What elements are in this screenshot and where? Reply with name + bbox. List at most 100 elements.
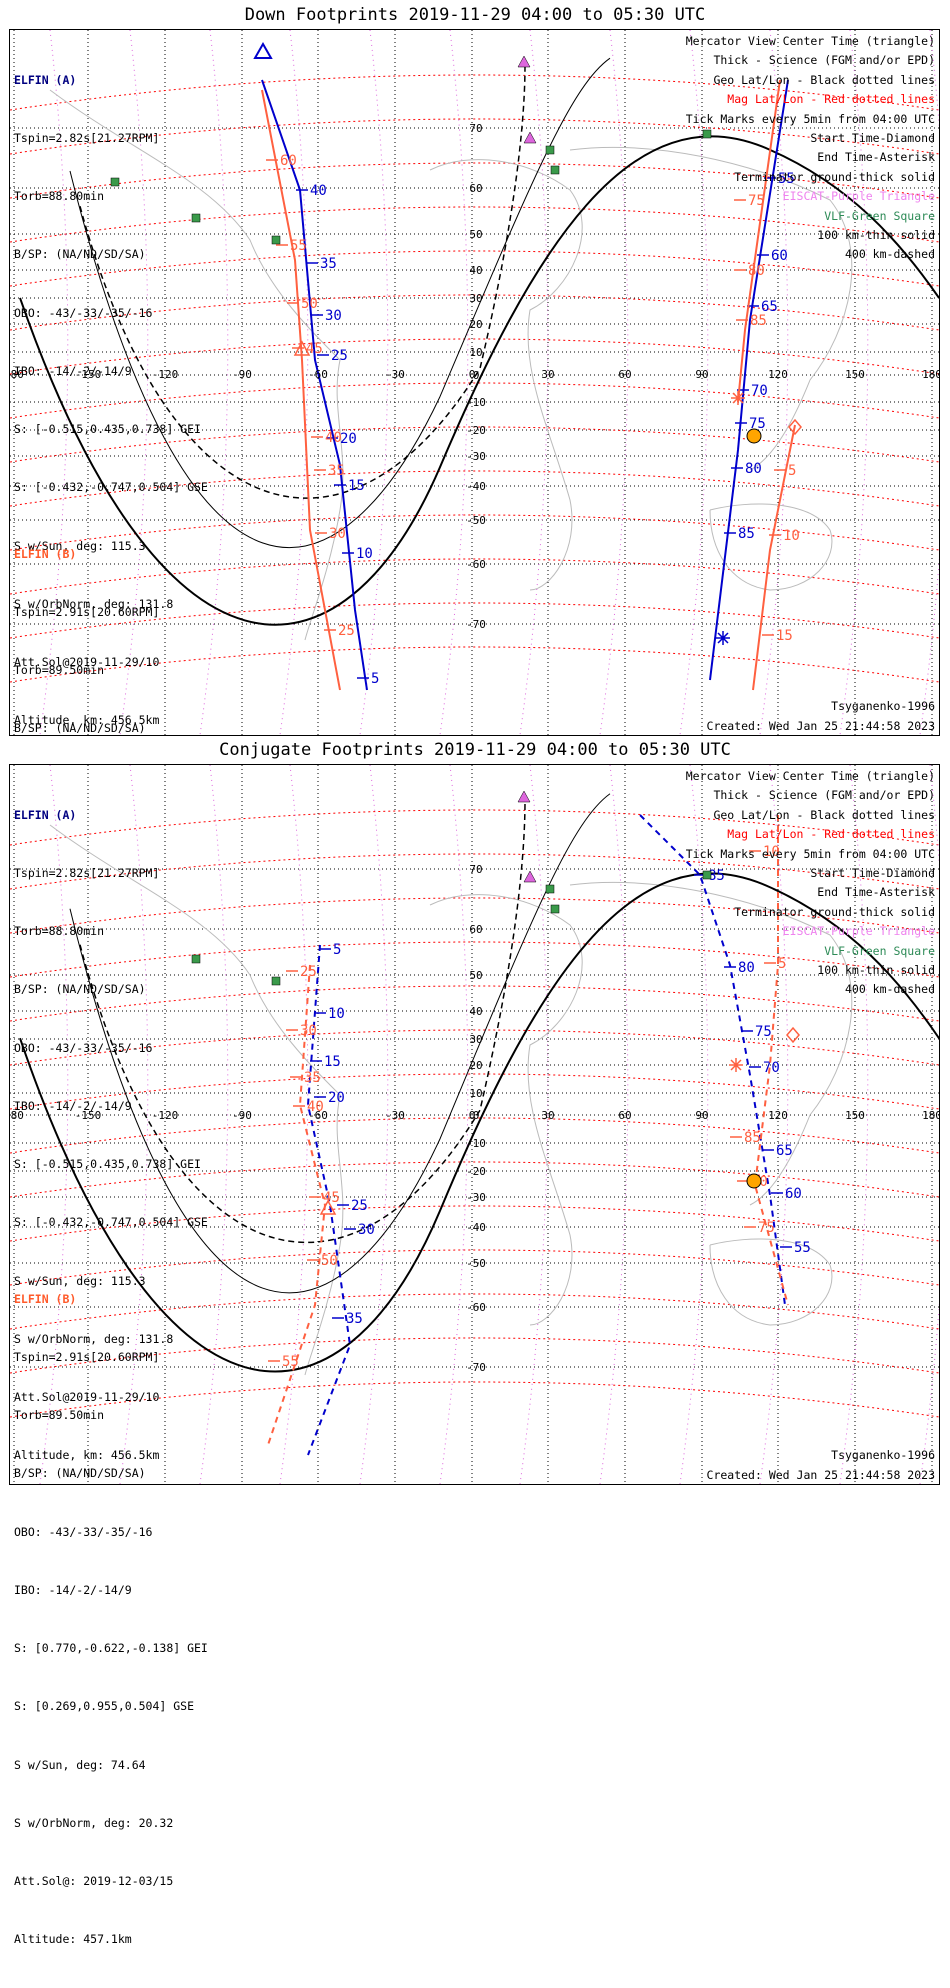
elfin-a-line: B/SP: (NA/ND/SD/SA): [14, 247, 146, 262]
vlf-square-icon: [550, 165, 560, 175]
elfin-a-info-down: ELFIN (A) Tspin=2.82s[21.27RPM] Torb=88.…: [14, 32, 208, 769]
map-canvas-conjugate: 5101520253035858075706560552530354045505…: [10, 765, 939, 1484]
legend-item: 400 km-dashed: [844, 247, 935, 262]
lat-tick-label: -10: [466, 1137, 486, 1150]
elfin-a-line: S w/Sun, deg: 115.3: [14, 1273, 146, 1288]
mag-lon-line: [439, 30, 469, 735]
elfin-a-track-tick-label: 10: [356, 546, 373, 562]
center-time-triangle-icon: [319, 1199, 337, 1215]
lon-tick-label: -30: [385, 1109, 405, 1122]
lat-tick-label: 50: [469, 969, 482, 982]
lat-tick-label: -40: [466, 480, 486, 493]
mag-lat-line: [10, 1337, 939, 1374]
elfin-a-track: [306, 944, 352, 1456]
lat-tick-label: 60: [469, 923, 482, 936]
lat-tick-label: -50: [466, 1257, 486, 1270]
elfin-a-track-tick-label: 30: [325, 308, 342, 324]
coastline: [569, 881, 853, 1206]
elfin-a-line: IBO: -14/-2/-14/9: [14, 1098, 132, 1113]
mag-lon-line: [519, 765, 549, 1484]
elfin-b-track-tick-label: 75: [748, 193, 765, 209]
legend-item: End Time-Asterisk: [817, 150, 935, 165]
elfin-a-line: S: [-0.432,-0.747,0.504] GSE: [14, 480, 208, 495]
lon-tick-label: -90: [232, 368, 252, 381]
elfin-a-track-tick-label: 40: [310, 183, 327, 199]
lat-tick-label: 0: [473, 1109, 480, 1122]
lat-tick-label: -30: [466, 1191, 486, 1204]
elfin-a-line: OBO: -43/-33/-35/-16: [14, 1040, 153, 1055]
lon-tick-label: -60: [308, 368, 328, 381]
mag-lat-line: [10, 646, 939, 683]
lon-tick-label: 60: [618, 1109, 631, 1122]
legend-item: Tick Marks every 5min from 04:00 UTC: [685, 846, 935, 861]
mag-lat-line: [10, 1161, 939, 1198]
mag-lon-line: [679, 30, 709, 735]
lon-tick-label: 90: [695, 368, 708, 381]
legend-down: Mercator View Center Time (triangle) Thic…: [686, 32, 935, 265]
end-time-asterisk-icon: [729, 1058, 743, 1072]
lat-tick-label: 10: [469, 1087, 482, 1100]
elfin-b-track-tick-label: 25: [338, 623, 355, 639]
elfin-b-name: ELFIN (B): [14, 1291, 77, 1306]
elfin-b-track-tick-label: 85: [744, 1130, 761, 1146]
elfin-a-track-tick-label: 75: [749, 416, 766, 432]
mag-lon-line: [359, 30, 389, 735]
elfin-a-track-tick-label: 70: [763, 1060, 780, 1076]
elfin-b-track-tick-label: 30: [300, 1023, 317, 1039]
lat-tick-label: 40: [469, 264, 482, 277]
lon-tick-label: -150: [75, 368, 102, 381]
mag-lon-line: [599, 765, 629, 1484]
coastline: [429, 159, 583, 591]
vlf-square-icon: [191, 213, 201, 223]
elfin-a-track-tick-label: 80: [745, 461, 762, 477]
elfin-b-track-tick-label: 5: [788, 463, 796, 479]
vlf-square-icon: [545, 145, 555, 155]
elfin-b-line: B/SP: (NA/ND/SD/SA): [14, 721, 146, 736]
eiscat-triangle-icon: [517, 55, 531, 68]
elfin-a-track-tick-label: 25: [331, 348, 348, 364]
elfin-b-track-tick-label: 50: [321, 1253, 338, 1269]
mag-lat-line: [10, 1293, 939, 1330]
elfin-a-track-tick-label: 35: [346, 1311, 363, 1327]
mag-lon-line: [519, 30, 549, 735]
elfin-a-line: Altitude, km: 456.5km: [14, 713, 160, 728]
legend-conjugate: Mercator View Center Time (triangle) Thic…: [686, 767, 935, 1000]
elfin-b-track-tick-label: 35: [304, 1070, 321, 1086]
vlf-square-icon: [110, 177, 120, 187]
mag-lat-line: [10, 853, 939, 890]
elfin-a-line: S: [-0.515,0.435,0.738] GEI: [14, 1157, 201, 1172]
elfin-a-line: Tspin=2.82s[21.27RPM]: [14, 866, 160, 881]
elfin-a-track-tick-label: 5: [371, 671, 379, 687]
map-canvas-down: 4035302520151055560657075808560555045403…: [10, 30, 939, 735]
elfin-b-track-tick-label: 45: [323, 1190, 340, 1206]
mag-lon-line: [39, 30, 69, 735]
elfin-b-track-tick-label: 55: [282, 1354, 299, 1370]
lat-tick-label: -50: [466, 514, 486, 527]
elfin-b-track-tick-label: 35: [328, 463, 345, 479]
elfin-b-line: OBO: -43/-33/-35/-16: [14, 1524, 153, 1539]
vlf-square-icon: [271, 235, 281, 245]
elfin-a-line: Torb=88.80min: [14, 189, 105, 204]
legend-item: Mercator View Center Time (triangle): [685, 769, 935, 783]
legend-item: Mag Lat/Lon - Red dotted lines: [727, 92, 935, 107]
elfin-b-line: Torb=89.50min: [14, 1408, 105, 1423]
lat-tick-label: 0: [473, 369, 480, 382]
elfin-a-track-tick-label: 65: [761, 299, 778, 315]
legend-item: 100 km-thin solid: [817, 963, 935, 978]
legend-item: Terminator ground-thick solid: [734, 169, 935, 184]
legend-item: End Time-Asterisk: [817, 885, 935, 900]
mag-lon-line: [439, 765, 469, 1484]
elfin-b-track: [737, 79, 781, 403]
elfin-a-line: S: [-0.432,-0.747,0.504] GSE: [14, 1215, 208, 1230]
mag-lon-line: [39, 765, 69, 1484]
elfin-a-track-tick-label: 75: [755, 1024, 772, 1040]
legend-item: Start Time-Diamond: [810, 866, 935, 881]
lon-tick-label: 150: [845, 1109, 865, 1122]
end-time-asterisk-icon: [731, 391, 745, 405]
elfin-a-track-tick-label: 55: [778, 171, 795, 187]
mag-lat-line: [10, 514, 939, 551]
mag-lat-line: [10, 1249, 939, 1286]
sun-icon: [746, 428, 762, 444]
elfin-b-track-tick-label: 85: [750, 313, 767, 329]
model-label: Tsyganenko-1996: [831, 1448, 935, 1462]
